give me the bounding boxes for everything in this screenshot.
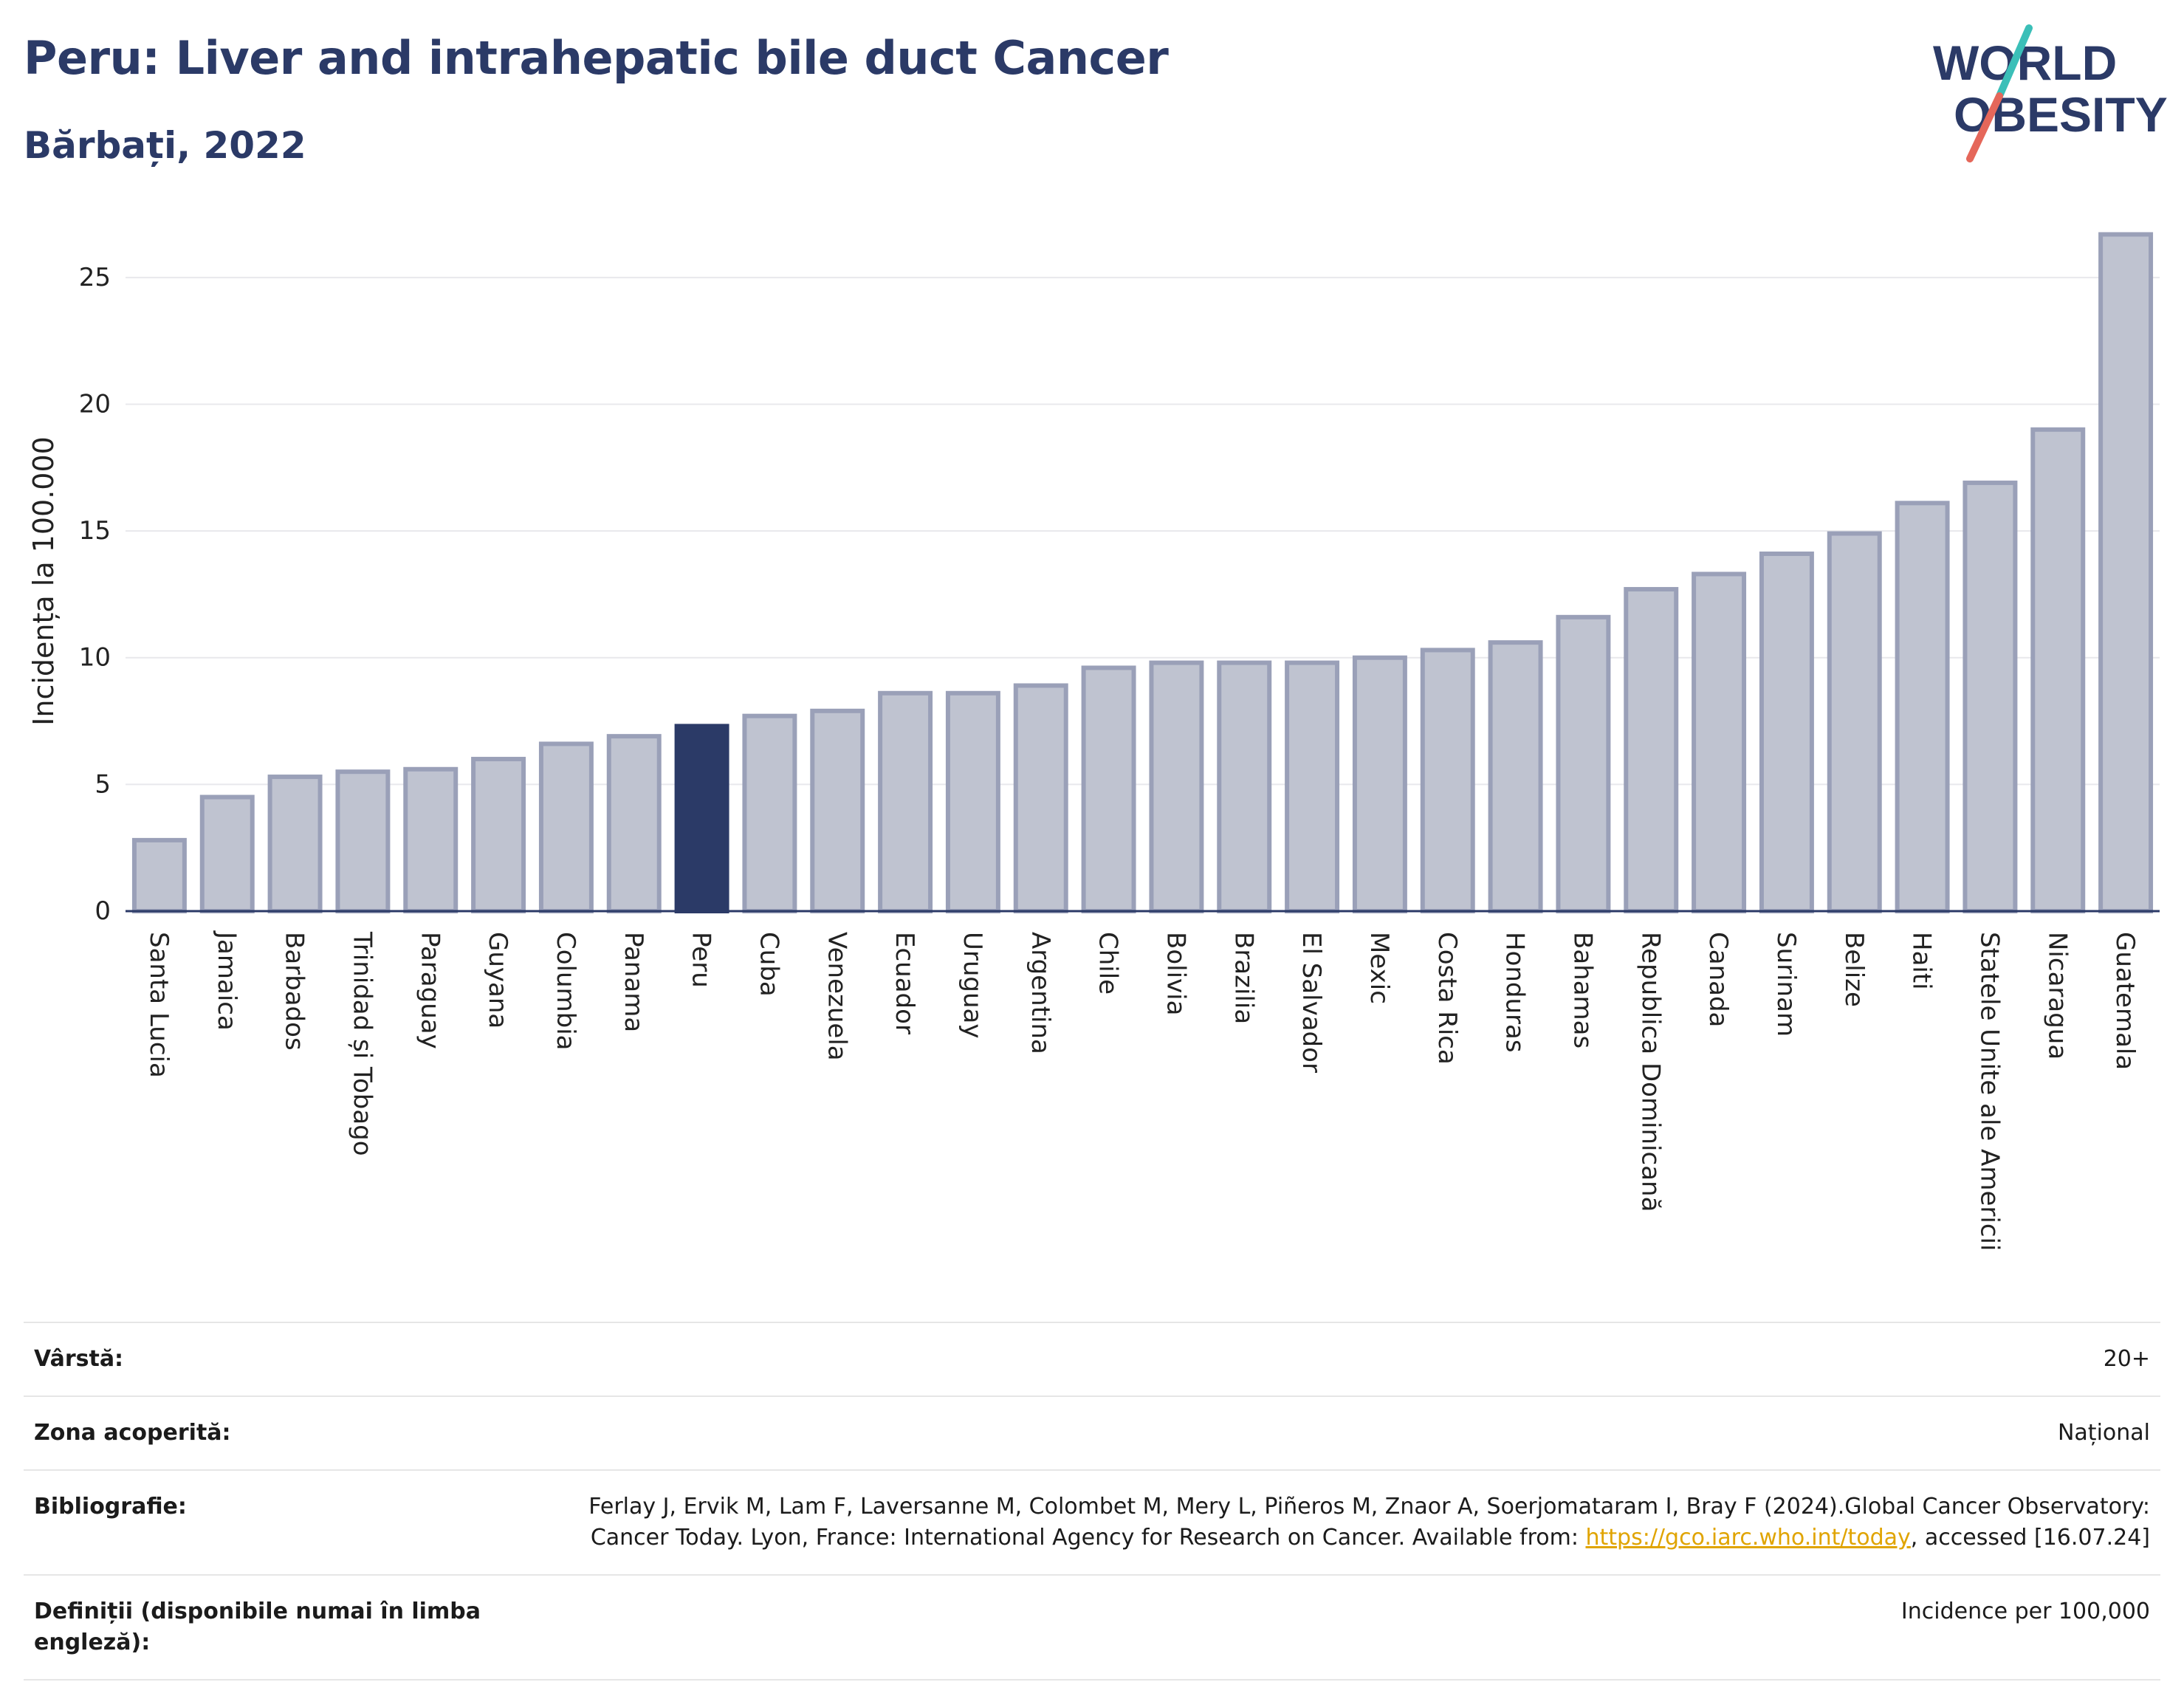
meta-biblio-label: Bibliografie: bbox=[34, 1494, 187, 1520]
bar bbox=[538, 741, 594, 913]
y-tick-label: 10 bbox=[79, 643, 111, 673]
bar bbox=[1420, 648, 1475, 913]
meta-row-zone: Zona acoperită: Național bbox=[24, 1395, 2160, 1469]
bar bbox=[1285, 660, 1340, 913]
logo-slash-coral bbox=[1966, 92, 2003, 162]
bar bbox=[403, 766, 459, 913]
x-tick-label: Canada bbox=[1703, 932, 1733, 1027]
x-tick-label: Surinam bbox=[1771, 932, 1801, 1037]
x-tick-label: Panama bbox=[619, 932, 648, 1032]
x-tick-label: Brazilia bbox=[1229, 932, 1258, 1024]
bar bbox=[1895, 501, 1950, 913]
x-tick-label: Uruguay bbox=[958, 932, 987, 1039]
bar bbox=[674, 724, 729, 913]
bar bbox=[471, 757, 526, 914]
x-tick-label: Cuba bbox=[754, 932, 783, 997]
meta-def-label: Definiții (disponibile numai în limba en… bbox=[34, 1599, 481, 1655]
meta-zone-value: Național bbox=[2057, 1420, 2150, 1446]
bar bbox=[742, 713, 797, 913]
x-tick-label: Mexic bbox=[1364, 932, 1394, 1004]
x-tick-label: Nicaragua bbox=[2042, 932, 2072, 1060]
bar bbox=[810, 708, 865, 914]
bar bbox=[1962, 480, 2018, 913]
x-tick-label: Haiti bbox=[1907, 932, 1937, 990]
x-tick-label: Bolivia bbox=[1161, 932, 1190, 1015]
bar bbox=[199, 794, 255, 913]
meta-biblio-value: Ferlay J, Ervik M, Lam F, Laversanne M, … bbox=[563, 1491, 2150, 1553]
bar bbox=[2098, 232, 2154, 914]
biblio-link[interactable]: https://gco.iarc.who.int/today bbox=[1585, 1525, 1911, 1551]
x-tick-label: Bahamas bbox=[1567, 932, 1597, 1048]
meta-row-bibliography: Bibliografie: Ferlay J, Ervik M, Lam F, … bbox=[24, 1469, 2160, 1574]
bar bbox=[131, 837, 187, 914]
meta-row-definitions: Definiții (disponibile numai în limba en… bbox=[24, 1574, 2160, 1680]
bar bbox=[2030, 427, 2086, 913]
x-tick-label: Trinidad și Tobago bbox=[347, 931, 377, 1156]
x-tick-label: Peru bbox=[687, 932, 716, 988]
y-tick-label: 0 bbox=[95, 896, 111, 926]
bar bbox=[606, 734, 662, 914]
bar bbox=[335, 769, 391, 913]
x-tick-label: Honduras bbox=[1500, 932, 1530, 1053]
y-tick-label: 20 bbox=[79, 389, 111, 419]
meta-age-value: 20+ bbox=[2103, 1346, 2150, 1372]
x-tick-label: Guyana bbox=[483, 932, 512, 1029]
x-tick-label: Republica Dominicană bbox=[1635, 932, 1665, 1212]
bar bbox=[1759, 551, 1814, 914]
bar bbox=[267, 775, 323, 913]
bar bbox=[878, 690, 933, 913]
x-tick-label: Jamaica bbox=[212, 930, 241, 1031]
bar bbox=[1352, 655, 1407, 914]
bar bbox=[945, 690, 1000, 913]
y-tick-label: 25 bbox=[79, 263, 111, 292]
bar bbox=[1692, 571, 1747, 913]
bar-chart: 0 5 10 15 20 25 Incidența la 100.000 Santa Luci… bbox=[27, 232, 2160, 1251]
logo-slash-teal bbox=[1996, 24, 2033, 100]
x-tick-label: Belize bbox=[1839, 932, 1869, 1007]
x-tick-label: Barbados bbox=[280, 932, 309, 1051]
x-tick-label: Venezuela bbox=[822, 932, 851, 1061]
bar bbox=[1556, 614, 1611, 913]
bar bbox=[1081, 665, 1136, 913]
bar bbox=[1827, 531, 1882, 913]
page-subtitle: Bărbați, 2022 bbox=[24, 124, 306, 167]
meta-def-value: Incidence per 100,000 bbox=[1900, 1599, 2150, 1624]
bar bbox=[1488, 640, 1543, 913]
x-tick-label: Guatemala bbox=[2110, 932, 2140, 1070]
x-tick-label: Chile bbox=[1093, 932, 1123, 995]
x-tick-label: Argentina bbox=[1026, 932, 1055, 1054]
y-tick-label: 15 bbox=[79, 516, 111, 546]
biblio-text: Ferlay J, Ervik M, Lam F, Laversanne M, … bbox=[588, 1494, 2150, 1551]
bar bbox=[1624, 587, 1679, 913]
bar bbox=[1013, 683, 1068, 913]
world-obesity-logo: WORLD OBESITY bbox=[1933, 24, 2168, 162]
x-tick-label: Statele Unite ale Americii bbox=[1974, 932, 2004, 1251]
bar bbox=[1217, 660, 1272, 913]
meta-age-label: Vârstă: bbox=[34, 1346, 124, 1372]
y-axis-label: Incidența la 100.000 bbox=[27, 436, 60, 726]
meta-row-age: Vârstă: 20+ bbox=[24, 1322, 2160, 1395]
biblio-tail: , accessed [16.07.24] bbox=[1910, 1525, 2150, 1551]
x-tick-label: Paraguay bbox=[415, 932, 444, 1049]
x-tick-label: Columbia bbox=[551, 932, 580, 1051]
x-tick-label: Costa Rica bbox=[1432, 932, 1462, 1065]
page-title: Peru: Liver and intrahepatic bile duct C… bbox=[24, 31, 1169, 85]
meta-zone-label: Zona acoperită: bbox=[34, 1420, 231, 1446]
y-tick-label: 5 bbox=[95, 769, 111, 799]
x-tick-label: Santa Lucia bbox=[144, 932, 174, 1078]
x-tick-label: Ecuador bbox=[890, 932, 919, 1034]
metadata-table: Vârstă: 20+ Zona acoperită: Național Bib… bbox=[24, 1322, 2160, 1680]
bar bbox=[1149, 660, 1204, 913]
x-tick-label: El Salvador bbox=[1297, 932, 1326, 1073]
